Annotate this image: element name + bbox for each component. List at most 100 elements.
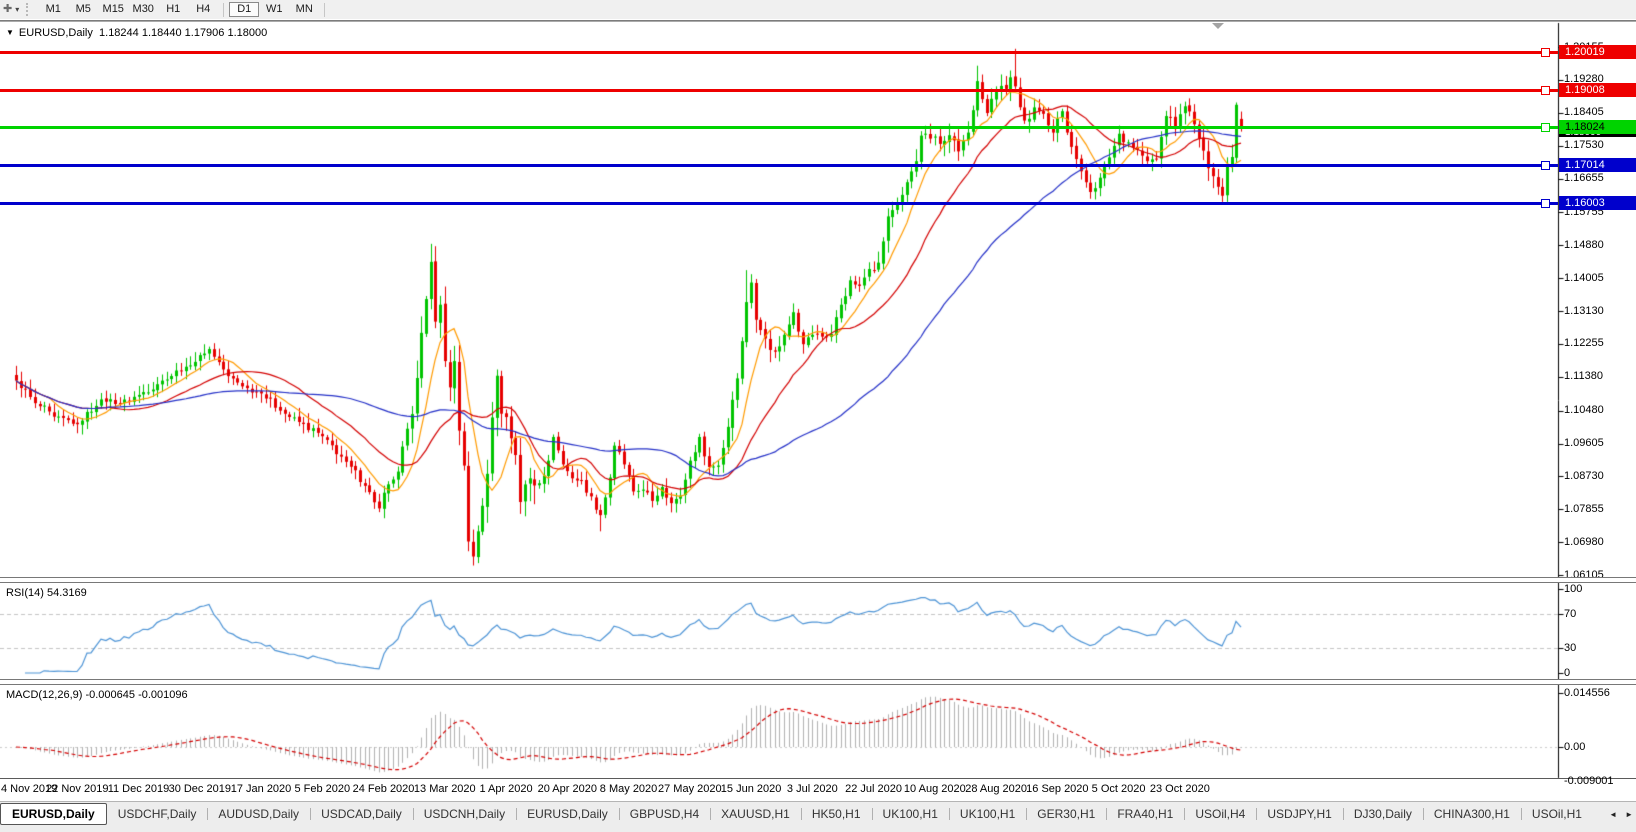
price-tick-label: 1.09605 xyxy=(1564,437,1634,450)
chart-tab-audusd-daily[interactable]: AUDUSD,Daily xyxy=(207,804,310,824)
macd-label: MACD(12,26,9) -0.000645 -0.001096 xyxy=(6,689,188,701)
timeframe-button-m30[interactable]: M30 xyxy=(128,2,158,17)
timeframe-button-m1[interactable]: M1 xyxy=(38,2,68,17)
price-tick-label: 1.13130 xyxy=(1564,305,1634,318)
chart-tab-gbpusd-h4[interactable]: GBPUSD,H4 xyxy=(619,804,710,824)
chart-tab-hk50-h1[interactable]: HK50,H1 xyxy=(801,804,872,824)
timeframe-button-mn[interactable]: MN xyxy=(289,2,319,17)
price-level-line-1.20019[interactable] xyxy=(0,51,1558,54)
price-tick-label: 1.14005 xyxy=(1564,272,1634,285)
date-tick-label: 27 May 2020 xyxy=(658,783,722,795)
chart-tab-usdcad-daily[interactable]: USDCAD,Daily xyxy=(310,804,413,824)
price-level-line-1.16003[interactable] xyxy=(0,202,1558,205)
level-handle[interactable] xyxy=(1541,161,1550,170)
timeframe-button-d1[interactable]: D1 xyxy=(229,2,259,17)
chart-tab-uk100-h1[interactable]: UK100,H1 xyxy=(949,804,1026,824)
chart-tab-uk100-h1[interactable]: UK100,H1 xyxy=(872,804,949,824)
date-tick-label: 23 Oct 2020 xyxy=(1150,783,1210,795)
chart-symbol-label: EURUSD,Daily xyxy=(19,27,93,39)
date-tick-label: 28 Aug 2020 xyxy=(965,783,1027,795)
date-tick-label: 22 Nov 2019 xyxy=(46,783,108,795)
price-level-badge: 1.16003 xyxy=(1559,196,1636,210)
chart-window-border xyxy=(0,20,1636,22)
scroll-position-marker xyxy=(1212,23,1224,29)
level-handle[interactable] xyxy=(1541,199,1550,208)
rsi-label: RSI(14) 54.3169 xyxy=(6,587,87,599)
timeframe-button-w1[interactable]: W1 xyxy=(259,2,289,17)
chart-tab-usdchf-daily[interactable]: USDCHF,Daily xyxy=(107,804,208,824)
date-tick-label: 22 Jul 2020 xyxy=(845,783,902,795)
tab-scroll-right-button[interactable]: ► xyxy=(1625,810,1633,819)
price-level-badge: 1.17014 xyxy=(1559,158,1636,172)
timeframe-button-h4[interactable]: H4 xyxy=(188,2,218,17)
chart-tab-xauusd-h1[interactable]: XAUUSD,H1 xyxy=(710,804,801,824)
date-tick-label: 24 Feb 2020 xyxy=(353,783,415,795)
chart-tab-usdjpy-h1[interactable]: USDJPY,H1 xyxy=(1256,804,1342,824)
rsi-tick-label: 30 xyxy=(1564,642,1634,655)
chart-tab-eurusd-daily[interactable]: EURUSD,Daily xyxy=(0,803,107,825)
panel-divider[interactable] xyxy=(0,679,1636,685)
timeframe-button-m15[interactable]: M15 xyxy=(98,2,128,17)
level-handle[interactable] xyxy=(1541,123,1550,132)
date-tick-label: 8 May 2020 xyxy=(600,783,657,795)
terminal-window: ✚ ▾ M1M5M15M30H1H4 D1W1MN ▼ EURUSD,Daily 1… xyxy=(0,0,1636,832)
date-tick-label: 1 Apr 2020 xyxy=(479,783,532,795)
chart-tab-china300-h1[interactable]: CHINA300,H1 xyxy=(1423,804,1521,824)
panel-divider[interactable] xyxy=(0,577,1636,583)
chart-tab-fra40-h1[interactable]: FRA40,H1 xyxy=(1106,804,1184,824)
price-level-badge: 1.20019 xyxy=(1559,45,1636,59)
date-tick-label: 20 Apr 2020 xyxy=(538,783,597,795)
date-tick-label: 16 Sep 2020 xyxy=(1026,783,1088,795)
macd-tick-label: -0.009001 xyxy=(1564,775,1634,788)
timeframe-buttons: M1M5M15M30H1H4 D1W1MN xyxy=(38,2,330,17)
price-level-line-1.17014[interactable] xyxy=(0,164,1558,167)
price-level-line-1.18024[interactable] xyxy=(0,126,1558,129)
chart-tab-usoil-h4[interactable]: USOil,H4 xyxy=(1184,804,1256,824)
chart-tab-usdcnh-daily[interactable]: USDCNH,Daily xyxy=(413,804,516,824)
date-tick-label: 13 Mar 2020 xyxy=(414,783,476,795)
macd-tick-label: 0.00 xyxy=(1564,741,1634,754)
price-tick-label: 1.06980 xyxy=(1564,536,1634,549)
date-tick-label: 17 Jan 2020 xyxy=(231,783,292,795)
date-tick-label: 5 Oct 2020 xyxy=(1092,783,1146,795)
price-tick-label: 1.17530 xyxy=(1564,139,1634,152)
price-level-badge: 1.19008 xyxy=(1559,83,1636,97)
timeframe-button-h1[interactable]: H1 xyxy=(158,2,188,17)
level-handle[interactable] xyxy=(1541,86,1550,95)
price-tick-label: 1.18405 xyxy=(1564,106,1634,119)
chart-bottom-border xyxy=(0,778,1636,779)
tab-scroll-arrows: ◄ ► xyxy=(1603,810,1633,819)
chart-tab-dj30-daily[interactable]: DJ30,Daily xyxy=(1343,804,1423,824)
level-handle[interactable] xyxy=(1541,48,1550,57)
toolbar-separator xyxy=(324,3,325,17)
price-tick-label: 1.11380 xyxy=(1564,370,1634,383)
chart-tab-usoil-h1[interactable]: USOil,H1 xyxy=(1521,804,1593,824)
rsi-tick-label: 0 xyxy=(1564,667,1634,680)
chart-tab-bar: EURUSD,DailyUSDCHF,DailyAUDUSD,DailyUSDC… xyxy=(0,801,1636,832)
timeframe-button-m5[interactable]: M5 xyxy=(68,2,98,17)
toolbar-separator xyxy=(223,3,224,17)
price-tick-label: 1.12255 xyxy=(1564,337,1634,350)
chart-ohlc-values: 1.18244 1.18440 1.17906 1.18000 xyxy=(99,27,267,39)
price-tick-label: 1.10480 xyxy=(1564,404,1634,417)
chart-tab-eurusd-daily[interactable]: EURUSD,Daily xyxy=(516,804,619,824)
macd-tick-label: 0.014556 xyxy=(1564,687,1634,700)
collapse-triangle-icon[interactable]: ▼ xyxy=(6,28,14,37)
chart-title: ▼ EURUSD,Daily 1.18244 1.18440 1.17906 1.… xyxy=(6,27,267,39)
cursor-tool-button[interactable]: ✚ ▾ xyxy=(0,2,22,18)
price-tick-label: 1.08730 xyxy=(1564,470,1634,483)
date-tick-label: 10 Aug 2020 xyxy=(904,783,966,795)
date-tick-label: 30 Dec 2019 xyxy=(169,783,231,795)
date-tick-label: 15 Jun 2020 xyxy=(721,783,782,795)
chart-tab-ger30-h1[interactable]: GER30,H1 xyxy=(1026,804,1106,824)
price-tick-label: 1.07855 xyxy=(1564,503,1634,516)
toolbar-grip[interactable] xyxy=(26,3,32,16)
rsi-tick-label: 70 xyxy=(1564,608,1634,621)
timeframe-toolbar: ✚ ▾ M1M5M15M30H1H4 D1W1MN xyxy=(0,0,1636,19)
chevron-down-icon[interactable]: ▾ xyxy=(15,5,19,14)
price-level-line-1.19008[interactable] xyxy=(0,89,1558,92)
price-tick-label: 1.14880 xyxy=(1564,239,1634,252)
chart-canvas[interactable] xyxy=(0,0,1636,832)
date-tick-label: 5 Feb 2020 xyxy=(294,783,350,795)
tab-scroll-left-button[interactable]: ◄ xyxy=(1609,810,1617,819)
